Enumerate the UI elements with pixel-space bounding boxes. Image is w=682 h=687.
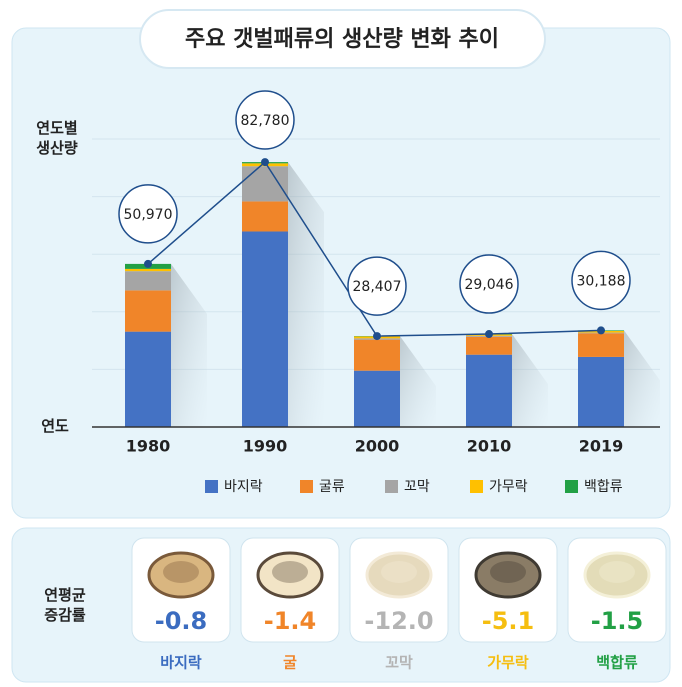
bar-segment	[466, 355, 512, 427]
growth-name: 꼬막	[385, 654, 413, 672]
chart-title: 주요 갯벌패류의 생산량 변화 추이	[185, 27, 499, 52]
shell-icon-detail	[163, 561, 199, 583]
legend-swatch	[470, 480, 483, 493]
x-tick-label: 2019	[579, 437, 624, 456]
total-label: 29,046	[465, 277, 514, 293]
total-point	[373, 332, 381, 340]
bar-segment	[578, 357, 624, 427]
legend-swatch	[385, 480, 398, 493]
growth-value: -1.4	[264, 607, 316, 635]
growth-name: 백합류	[596, 654, 638, 672]
total-point	[597, 326, 605, 334]
growth-name: 굴	[283, 654, 297, 672]
bar-segment	[466, 337, 512, 355]
y-axis-label: 연도별 생산량	[22, 118, 92, 158]
x-tick-label: 1990	[243, 437, 288, 456]
legend-label: 꼬막	[404, 479, 430, 495]
total-label: 30,188	[577, 273, 626, 289]
bar-segment	[354, 340, 400, 371]
total-point	[144, 260, 152, 268]
shell-icon-detail	[272, 561, 308, 583]
chart: 주요 갯벌패류의 생산량 변화 추이 1980 1990 2000 2010 2019 5…	[0, 0, 682, 687]
x-tick-label: 1980	[126, 437, 171, 456]
shell-icon-detail	[490, 561, 526, 583]
x-tick-label: 2010	[467, 437, 512, 456]
legend-label: 굴류	[319, 479, 345, 495]
total-label: 82,780	[241, 113, 290, 129]
bar-segment	[354, 371, 400, 427]
x-axis-label: 연도	[30, 416, 80, 436]
bar-segment	[125, 271, 171, 290]
bar-segment	[242, 166, 288, 201]
bar-segment	[125, 290, 171, 331]
growth-label: 연평균 증감률	[30, 585, 100, 625]
shell-icon-detail	[599, 561, 635, 583]
top-panel	[12, 28, 670, 518]
total-label: 50,970	[124, 207, 173, 223]
bar-segment	[125, 269, 171, 271]
growth-value: -12.0	[364, 607, 433, 635]
legend-swatch	[565, 480, 578, 493]
legend-swatch	[300, 480, 313, 493]
bar-segment	[578, 333, 624, 357]
x-tick-label: 2000	[355, 437, 400, 456]
growth-name: 가무락	[487, 654, 529, 672]
infographic: 주요 갯벌패류의 생산량 변화 추이 1980 1990 2000 2010 2019 5…	[0, 0, 682, 687]
legend-label: 가무락	[489, 479, 528, 495]
shell-icon-detail	[381, 561, 417, 583]
growth-value: -0.8	[155, 607, 207, 635]
legend-swatch	[205, 480, 218, 493]
legend-label: 백합류	[584, 479, 623, 495]
growth-name: 바지락	[160, 654, 202, 672]
bar-segment	[125, 332, 171, 427]
growth-value: -1.5	[591, 607, 643, 635]
total-label: 28,407	[353, 279, 402, 295]
total-point	[485, 330, 493, 338]
bar-segment	[242, 201, 288, 231]
legend-label: 바지락	[224, 479, 263, 495]
total-point	[261, 158, 269, 166]
bar-segment	[242, 231, 288, 427]
growth-value: -5.1	[482, 607, 534, 635]
